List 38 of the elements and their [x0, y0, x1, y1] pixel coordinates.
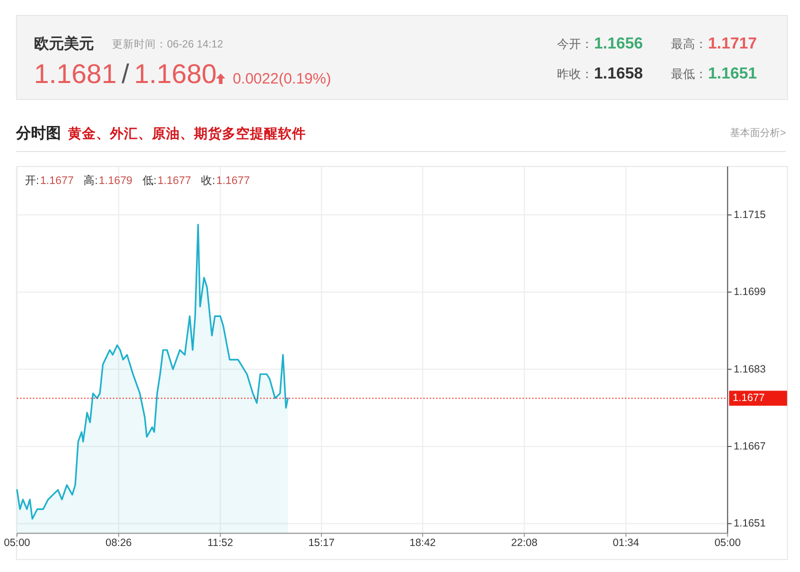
text: 今开：: [557, 37, 593, 51]
text: 0.0022(0.19%): [232, 70, 332, 88]
y-tick-label: 1.1715: [734, 208, 766, 221]
y-tick-label: 1.1667: [734, 440, 766, 452]
chart-title: 欧元美元: [34, 34, 94, 52]
text: 1.1658: [594, 66, 644, 82]
annotation: 低:: [142, 175, 156, 187]
ref-line-label: 1.1677: [732, 392, 765, 404]
text: 1.1681: [34, 59, 117, 89]
text: 1.1656: [594, 36, 644, 52]
chart-subtitle: 更新时间：06-26 14:12: [112, 38, 224, 50]
annotation: 1.1677: [158, 175, 192, 187]
text: 基本面分析>: [730, 127, 786, 139]
text: 1.1680: [134, 59, 217, 89]
x-tick-label: 15:17: [308, 537, 335, 549]
x-tick-label: 01:34: [612, 537, 640, 549]
text: 昨收：: [557, 67, 593, 81]
annotation: 1.1679: [98, 175, 132, 187]
annotation: 1.1677: [40, 175, 74, 187]
x-tick-label: 05:00: [714, 537, 741, 549]
x-tick-label: 08:26: [106, 537, 132, 549]
text: 1.1717: [708, 36, 758, 52]
annotation: 1.1677: [216, 175, 250, 187]
x-tick-label: 18:42: [409, 537, 436, 549]
text: 最低：: [671, 67, 707, 81]
y-tick-label: 1.1683: [734, 363, 766, 376]
annotation: 高:: [84, 174, 98, 187]
text: 分时图: [15, 125, 61, 142]
x-tick-label: 11:52: [208, 537, 234, 549]
text: /: [122, 59, 130, 89]
x-tick-label: 22:08: [511, 537, 538, 549]
text: 最高：: [671, 37, 707, 51]
x-tick-label: 05:00: [4, 537, 30, 549]
y-tick-label: 1.1651: [734, 518, 766, 530]
text: 黄金、外汇、原油、期货多空提醒软件: [67, 125, 306, 141]
annotation: 开:: [25, 175, 40, 187]
annotation: 收:: [201, 175, 216, 187]
y-tick-label: 1.1699: [734, 286, 766, 298]
